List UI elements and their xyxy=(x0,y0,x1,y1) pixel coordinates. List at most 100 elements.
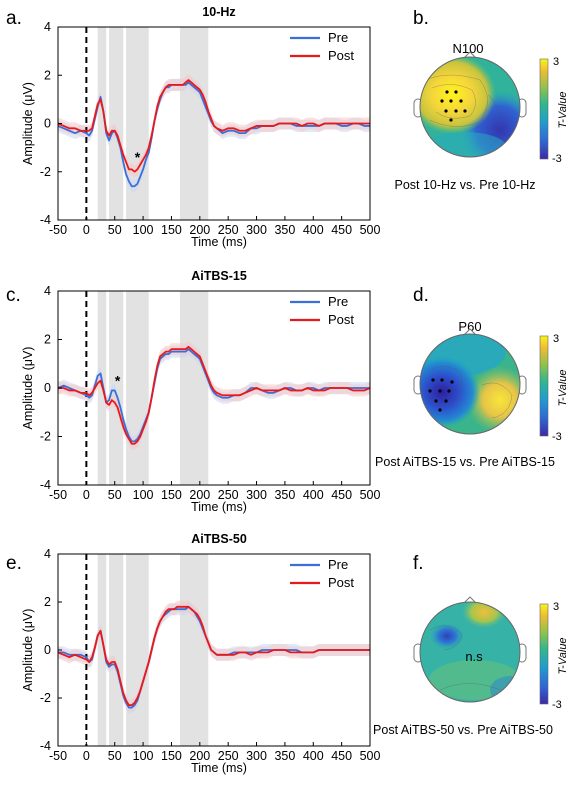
colorbar: 3 -3 T-Value xyxy=(539,601,569,711)
panel-letter-f: f. xyxy=(413,553,424,574)
x-tick-label: 0 xyxy=(83,749,90,763)
analysis-window xyxy=(97,27,107,220)
x-tick-label: 200 xyxy=(189,488,210,502)
topomap-title: P60 xyxy=(458,319,481,334)
x-tick-label: 450 xyxy=(331,749,352,763)
x-tick-label: 350 xyxy=(274,749,295,763)
legend-label-pre: Pre xyxy=(328,30,348,45)
colorbar-max-tick: 3 xyxy=(553,333,559,345)
y-tick-label: -4 xyxy=(40,213,51,227)
x-tick-label: 450 xyxy=(331,223,352,237)
x-tick-label: 400 xyxy=(303,223,324,237)
x-tick-label: 350 xyxy=(274,488,295,502)
y-tick-label: 0 xyxy=(44,117,51,131)
colorbar-label: T-Value xyxy=(557,637,569,674)
error-band-post xyxy=(58,340,370,450)
analysis-window xyxy=(126,291,149,485)
scalp-map xyxy=(413,328,527,435)
topomap-panel-d: d. P60 3 -3 T-Value xyxy=(375,285,569,469)
analysis-window xyxy=(109,27,124,220)
panel-title: AiTBS-15 xyxy=(191,269,247,283)
legend-label-pre: Pre xyxy=(328,294,348,309)
x-tick-label: 50 xyxy=(108,749,122,763)
y-axis-label: Amplitude (μV) xyxy=(21,609,35,692)
y-tick-label: 2 xyxy=(44,595,51,609)
analysis-window xyxy=(97,554,107,746)
panel-letter: e. xyxy=(6,553,22,574)
y-tick-label: 4 xyxy=(44,20,51,34)
x-tick-label: 400 xyxy=(303,488,324,502)
x-tick-label: 100 xyxy=(133,749,154,763)
panel-letter-b: b. xyxy=(413,8,429,29)
x-tick-label: 50 xyxy=(108,223,122,237)
erp-panel-e: e. -4 -2 0 2 4 -50 0 50 100 150 200 250 300 350 400 450 5… xyxy=(6,532,380,775)
y-tick-label: -2 xyxy=(40,165,51,179)
x-tick-label: 300 xyxy=(246,749,267,763)
significance-asterisk: * xyxy=(135,149,141,165)
topomap-title: N100 xyxy=(452,41,483,56)
panel-letter: a. xyxy=(6,8,22,29)
x-tick-label: 200 xyxy=(189,223,210,237)
topomap-caption: Post AiTBS-50 vs. Pre AiTBS-50 xyxy=(373,723,553,737)
legend-label-post: Post xyxy=(328,48,354,63)
legend-label-post: Post xyxy=(328,575,354,590)
topomap-caption: Post 10-Hz vs. Pre 10-Hz xyxy=(394,178,535,192)
scalp-map: n.s xyxy=(413,596,527,703)
x-tick-label: 300 xyxy=(246,223,267,237)
scalp-map xyxy=(413,51,527,158)
legend-label-pre: Pre xyxy=(328,557,348,572)
y-axis-label: Amplitude (μV) xyxy=(21,347,35,430)
x-tick-label: 250 xyxy=(218,223,239,237)
x-tick-label: -50 xyxy=(49,488,67,502)
analysis-window xyxy=(179,291,209,485)
colorbar: 3 -3 T-Value xyxy=(539,56,569,165)
analysis-window xyxy=(179,554,209,746)
colorbar-label: T-Value xyxy=(557,369,569,406)
y-tick-label: -2 xyxy=(40,691,51,705)
x-tick-label: 50 xyxy=(108,488,122,502)
not-significant-label: n.s xyxy=(465,649,483,664)
colorbar-min-tick: -3 xyxy=(552,699,562,711)
y-tick-label: 2 xyxy=(44,333,51,347)
analysis-window xyxy=(126,27,149,220)
x-tick-label: 0 xyxy=(83,223,90,237)
y-axis-label: Amplitude (μV) xyxy=(21,82,35,165)
series-line-pre xyxy=(58,605,370,709)
x-tick-label: -50 xyxy=(49,223,67,237)
x-tick-label: 0 xyxy=(83,488,90,502)
legend-label-post: Post xyxy=(328,312,354,327)
x-tick-label: 100 xyxy=(133,223,154,237)
x-axis-label: Time (ms) xyxy=(191,761,247,775)
y-tick-label: -2 xyxy=(40,430,51,444)
y-tick-label: -4 xyxy=(40,739,51,753)
topomap-panel-f: f. n.s 3 -3 T-Value Post AiTBS-50 vs. Pr xyxy=(373,553,569,737)
x-tick-label: 400 xyxy=(303,749,324,763)
y-tick-label: 4 xyxy=(44,284,51,298)
series-line-post xyxy=(57,605,370,707)
x-axis-label: Time (ms) xyxy=(191,235,247,249)
analysis-window xyxy=(179,27,209,220)
significance-asterisk: * xyxy=(115,373,121,389)
series-line-post xyxy=(58,345,371,445)
y-tick-label: 4 xyxy=(44,547,51,561)
y-tick-label: 2 xyxy=(44,68,51,82)
y-tick-label: 0 xyxy=(44,381,51,395)
x-tick-label: 350 xyxy=(274,223,295,237)
panel-letter-d: d. xyxy=(413,285,429,306)
topomap-caption: Post AiTBS-15 vs. Pre AiTBS-15 xyxy=(375,455,555,469)
panel-title: AiTBS-50 xyxy=(191,532,247,546)
x-tick-label: 250 xyxy=(218,488,239,502)
x-tick-label: 450 xyxy=(331,488,352,502)
topomap-panel-b: b. N100 3 xyxy=(394,8,569,192)
colorbar-min-tick: -3 xyxy=(552,153,562,165)
x-tick-label: 500 xyxy=(360,488,381,502)
x-axis-label: Time (ms) xyxy=(191,500,247,514)
error-band-post xyxy=(58,600,370,712)
colorbar: 3 -3 T-Value xyxy=(539,333,569,443)
x-tick-label: 300 xyxy=(246,488,267,502)
series-line-post xyxy=(57,79,370,173)
x-tick-label: 500 xyxy=(360,749,381,763)
y-tick-label: 0 xyxy=(44,643,51,657)
colorbar-label: T-Value xyxy=(557,91,569,128)
